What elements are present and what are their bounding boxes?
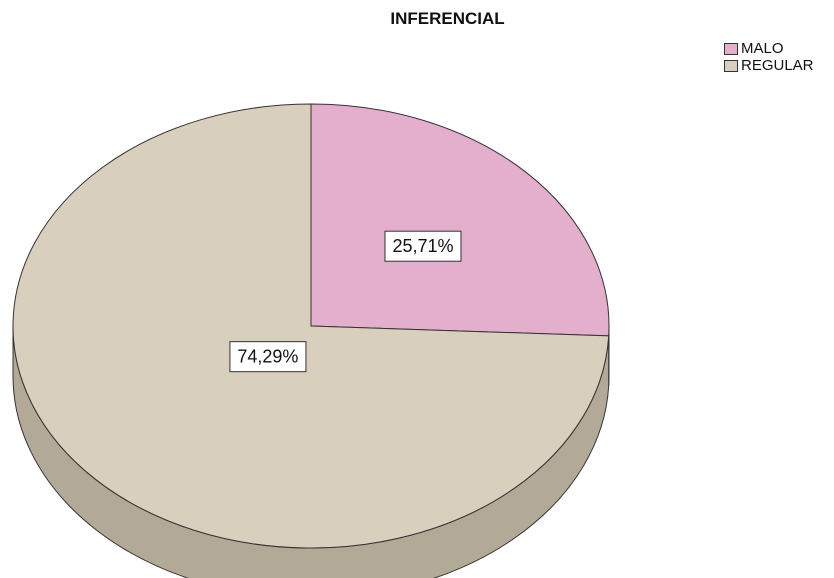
legend-label-malo: MALO (741, 40, 784, 57)
pie-slice-malo (310, 103, 610, 337)
pie-slice-regular (12, 103, 610, 549)
svg-text:25,71%: 25,71% (392, 236, 453, 256)
legend: MALO REGULAR (724, 40, 814, 74)
data-label-regular: 74,29% (229, 341, 307, 373)
chart-title: INFERENCIAL (390, 9, 505, 28)
legend-item-regular: REGULAR (724, 57, 814, 74)
legend-item-malo: MALO (724, 40, 814, 57)
legend-swatch-malo (724, 42, 738, 55)
data-label-malo: 25,71% (384, 230, 462, 262)
svg-text:74,29%: 74,29% (237, 347, 298, 367)
legend-swatch-regular (724, 59, 738, 72)
legend-label-regular: REGULAR (741, 57, 814, 74)
